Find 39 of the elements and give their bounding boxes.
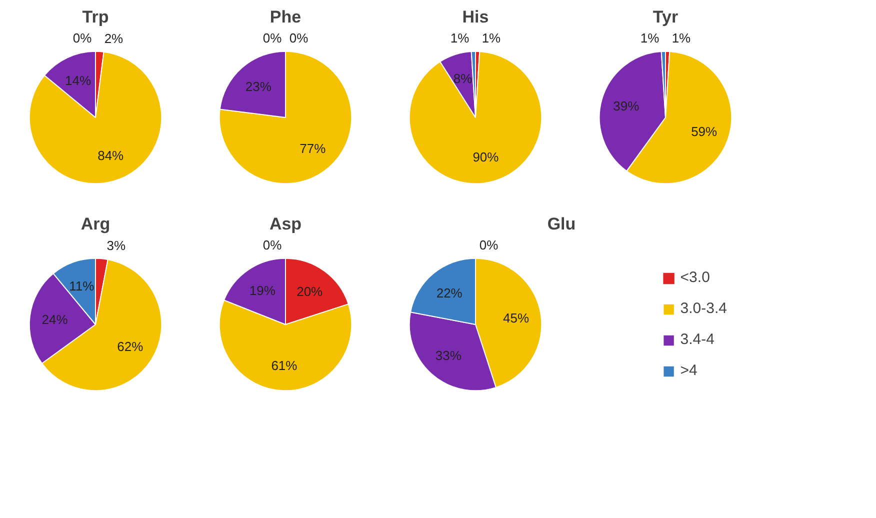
data-label: 24% bbox=[42, 312, 68, 327]
data-label: 84% bbox=[98, 148, 124, 164]
legend-label: 3.0-3.4 bbox=[680, 300, 727, 317]
data-label: 1% bbox=[482, 30, 502, 46]
data-label: 77% bbox=[300, 140, 326, 156]
data-label: 20% bbox=[296, 284, 324, 299]
data-label: 2% bbox=[104, 30, 124, 46]
data-label: 1% bbox=[450, 30, 470, 46]
text: 0% bbox=[262, 238, 282, 253]
data-label: 1% bbox=[640, 30, 660, 46]
chart-title: Trp bbox=[82, 8, 109, 26]
data-label: 23% bbox=[245, 79, 272, 94]
data-label: 1% bbox=[672, 30, 692, 46]
text: 0% bbox=[479, 238, 498, 253]
data-label: 59% bbox=[691, 124, 718, 139]
chart-title: Glu bbox=[547, 214, 576, 234]
chart-title: His bbox=[462, 8, 489, 26]
data-label: 61% bbox=[271, 358, 298, 373]
data-label: 39% bbox=[613, 98, 640, 114]
chart-title: Phe bbox=[270, 8, 302, 26]
data-label: 14% bbox=[65, 72, 92, 88]
text: 0% bbox=[289, 30, 308, 46]
legend-label: <3.0 bbox=[680, 269, 710, 286]
text: 0% bbox=[72, 30, 92, 46]
data-label: 19% bbox=[249, 283, 276, 298]
chart-title: Arg bbox=[80, 214, 110, 234]
legend-label: >4 bbox=[680, 362, 698, 379]
data-label: 62% bbox=[117, 338, 144, 354]
data-label: 90% bbox=[472, 150, 500, 165]
data-label: 8% bbox=[453, 70, 473, 86]
legend-label: 3.4-4 bbox=[680, 331, 714, 348]
data-label: 11% bbox=[69, 278, 95, 294]
chart-title: Asp bbox=[269, 214, 302, 234]
data-label: 33% bbox=[435, 348, 462, 363]
data-label: 22% bbox=[436, 285, 463, 300]
data-label: 45% bbox=[503, 310, 530, 326]
data-label: 3% bbox=[106, 238, 126, 253]
chart-title: Tyr bbox=[652, 8, 678, 26]
text: 0% bbox=[262, 30, 282, 46]
